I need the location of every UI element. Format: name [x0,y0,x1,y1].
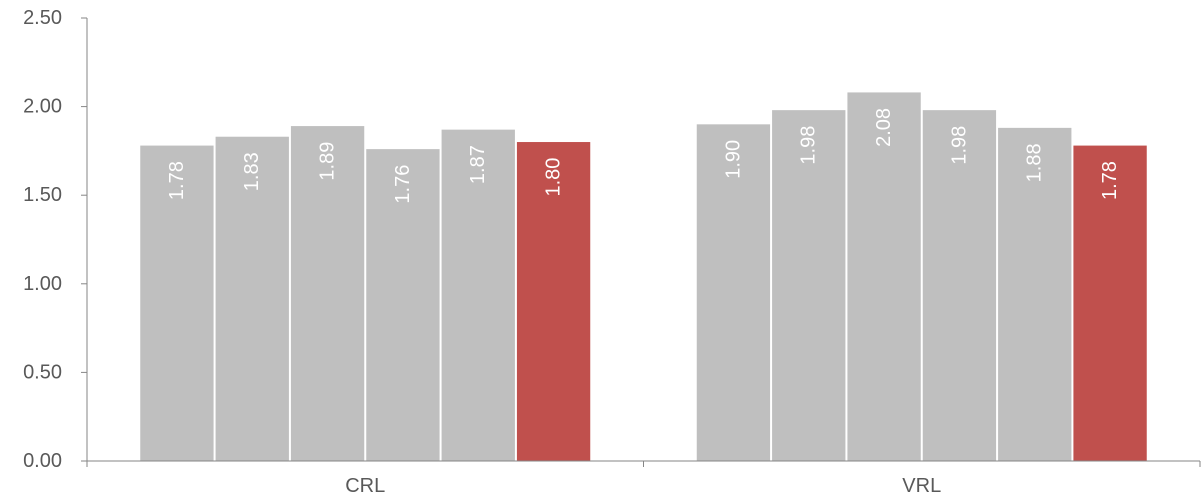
bar-value-label: 1.98 [948,126,970,165]
bar-crl-2 [215,136,289,461]
bar-vrl-5 [998,127,1072,461]
bar-vrl-4 [922,110,997,462]
y-tick-label: 1.00 [23,273,62,295]
y-tick-label: 0.50 [23,361,62,383]
bar-value-label: 1.90 [722,140,744,179]
bar-value-label: 1.88 [1024,143,1046,182]
bar-crl-5 [441,129,515,462]
axes-layer: 0.00 0.50 1.00 1.50 2.00 2.50 CRL VRL [23,7,1201,497]
bar-value-label: 1.80 [543,158,565,197]
bar-value-label: 1.78 [1099,161,1121,200]
bar-crl-4 [366,149,440,462]
bar-crl-3 [290,126,365,461]
bar-vrl-2 [772,110,846,462]
bar-value-label: 1.76 [392,165,414,204]
y-tick-label: 0.00 [23,450,62,472]
x-category-label: VRL [902,475,941,497]
y-tick-label: 1.50 [23,184,62,206]
bar-value-label: 1.89 [317,142,339,181]
bar-value-label: 1.83 [241,152,263,191]
bar-crl-1 [140,145,214,462]
y-tick-label: 2.50 [23,7,62,29]
x-category-label: CRL [345,475,385,497]
bar-vrl-1 [696,124,771,461]
bars-layer: 1.78 1.83 1.89 1.76 1.87 1.80 1.90 1.98 2.08 1.98… [140,92,1147,462]
bar-value-label: 2.08 [873,108,895,147]
bar-value-label: 1.87 [467,145,489,184]
bar-vrl-6 [1073,145,1147,462]
bar-vrl-3 [847,92,921,461]
bar-value-label: 1.78 [166,161,188,200]
bar-crl-6 [516,142,591,462]
bar-value-label: 1.98 [798,126,820,165]
y-tick-label: 2.00 [23,96,62,118]
